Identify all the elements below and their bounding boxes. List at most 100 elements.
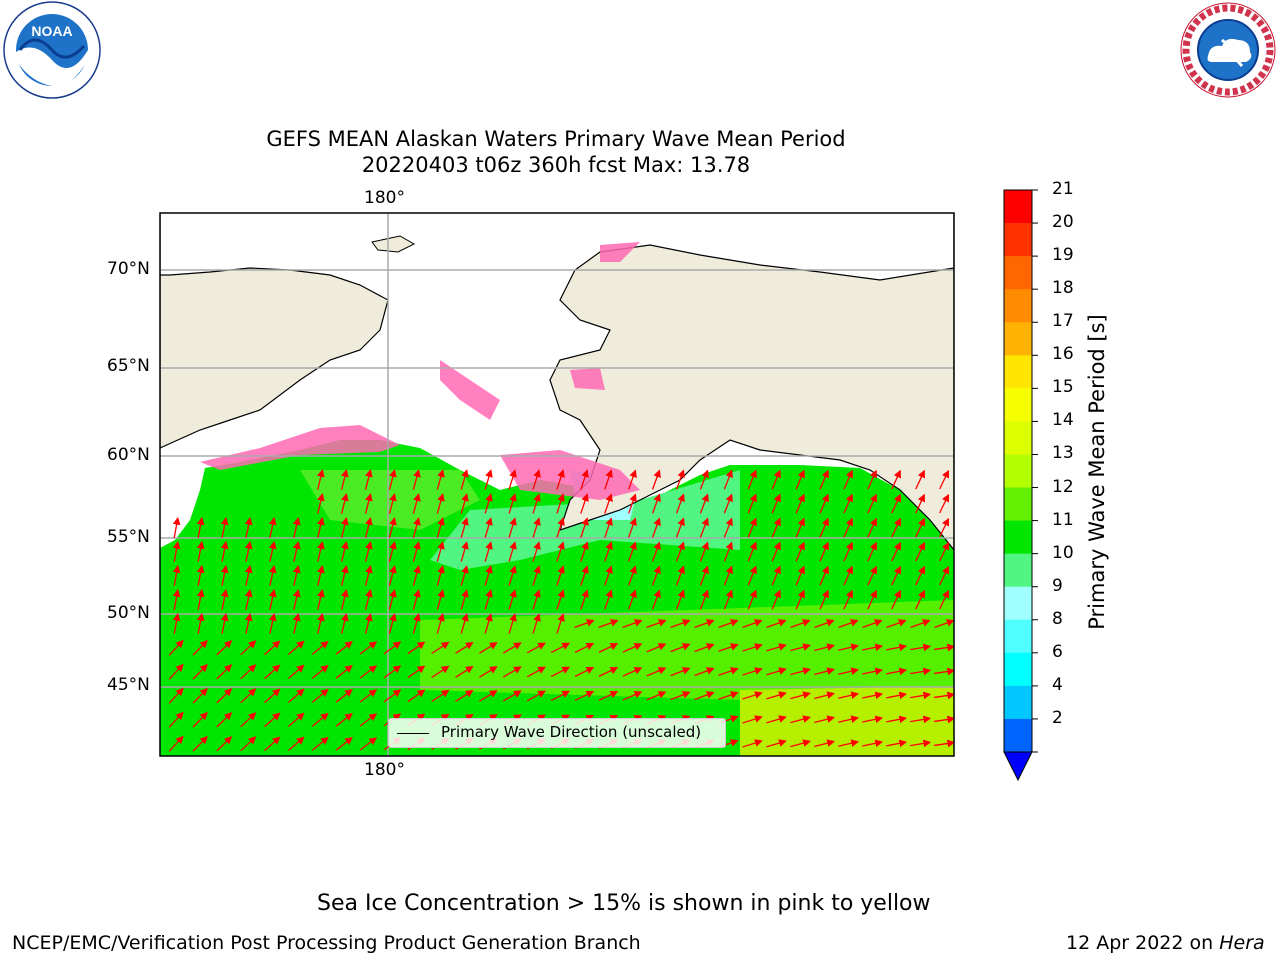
wave-direction-arrow (412, 517, 421, 538)
wave-direction-arrow (264, 664, 281, 680)
wave-direction-arrow (867, 589, 877, 610)
wave-direction-arrow (240, 664, 257, 680)
wave-direction-arrow (460, 469, 469, 490)
wave-direction-arrow (287, 640, 305, 656)
wave-direction-arrow (317, 468, 325, 490)
lat-label: 70°N (107, 259, 150, 279)
wave-direction-arrow (532, 613, 541, 634)
wave-direction-arrow (747, 469, 757, 490)
legend-line-swatch (397, 733, 429, 734)
wave-direction-arrow (436, 517, 445, 538)
wave-direction-arrow (317, 564, 325, 586)
wave-direction-arrow (484, 541, 493, 562)
wave-direction-arrow (843, 517, 853, 538)
wave-direction-arrow (790, 667, 811, 676)
wave-direction-arrow (532, 589, 541, 610)
wave-direction-arrow (311, 712, 329, 727)
wave-direction-arrow (843, 493, 853, 514)
wave-direction-arrow (556, 541, 565, 562)
wave-direction-arrow (939, 493, 950, 514)
wave-direction-arrow (287, 664, 305, 680)
wave-direction-arrow (335, 641, 353, 655)
wave-direction-arrow (264, 640, 281, 656)
wave-direction-arrow (292, 612, 301, 634)
lat-label: 65°N (107, 356, 150, 376)
colorbar-tick-label: 10 (1052, 542, 1074, 563)
wave-direction-arrow (867, 517, 877, 538)
lon-label-bottom: 180° (364, 760, 405, 780)
wave-direction-arrow (886, 643, 908, 652)
wave-direction-arrow (484, 493, 493, 514)
wave-direction-arrow (939, 541, 950, 562)
wave-direction-arrow (335, 737, 353, 751)
wave-direction-arrow (216, 736, 233, 752)
wave-direction-arrow (264, 736, 281, 752)
wave-direction-arrow (412, 613, 421, 634)
lat-label: 55°N (107, 527, 150, 547)
colorbar-tick-label: 4 (1052, 674, 1063, 695)
wave-direction-arrow (886, 691, 908, 700)
wave-direction-arrow (264, 712, 281, 728)
wave-direction-arrow (460, 589, 469, 610)
colorbar-segment (1004, 652, 1032, 687)
wave-direction-arrow (604, 541, 613, 562)
wave-direction-arrow (502, 690, 522, 702)
wave-direction-arrow (838, 739, 860, 748)
wave-direction-arrow (814, 739, 835, 748)
wave-direction-arrow (867, 469, 877, 490)
noaa-logo: NOAA (3, 1, 101, 99)
wave-direction-arrow (484, 613, 493, 634)
colorbar-segment (1004, 256, 1032, 290)
wave-direction-arrow (651, 493, 661, 514)
wave-direction-arrow (819, 589, 829, 610)
wave-direction-arrow (604, 469, 613, 490)
wave-direction-arrow (814, 667, 835, 676)
wave-direction-arrow (675, 493, 685, 514)
wave-direction-arrow (436, 541, 445, 562)
colorbar-tick-label: 19 (1052, 245, 1074, 266)
wave-direction-arrow (838, 715, 860, 724)
wave-direction-arrow (628, 541, 637, 562)
wave-direction-arrow (628, 565, 637, 586)
wave-direction-arrow (484, 517, 493, 538)
wave-direction-arrow (766, 739, 787, 748)
wave-direction-arrow (675, 589, 685, 610)
wave-direction-arrow (532, 565, 541, 586)
wave-direction-arrow (508, 589, 517, 610)
lat-label: 60°N (107, 445, 150, 465)
wave-direction-arrow (508, 469, 517, 490)
wave-direction-arrow (718, 691, 739, 700)
wave-direction-arrow (168, 639, 184, 656)
colorbar-segment (1004, 355, 1032, 389)
wave-direction-arrow (604, 517, 613, 538)
wave-direction-arrow (508, 493, 517, 514)
wave-direction-arrow (168, 711, 184, 728)
wave-direction-arrow (412, 589, 421, 610)
wave-direction-arrow (502, 642, 522, 654)
lat-label: 45°N (107, 675, 150, 695)
wave-direction-arrow (436, 589, 445, 610)
wave-direction-arrow (622, 691, 643, 701)
wave-direction-arrow (196, 516, 205, 538)
wave-direction-arrow (862, 739, 884, 748)
wave-direction-arrow (604, 493, 613, 514)
wave-direction-arrow (359, 737, 378, 751)
wave-direction-arrow (460, 541, 469, 562)
wave-direction-arrow (622, 643, 643, 653)
wave-direction-arrow (556, 613, 565, 634)
wave-direction-arrow (886, 715, 908, 724)
wave-direction-arrow (771, 469, 781, 490)
wave-direction-arrow (819, 493, 829, 514)
wave-direction-arrow (407, 641, 426, 655)
wave-direction-arrow (742, 691, 763, 700)
wave-direction-arrow (341, 469, 349, 490)
sea-ice-note: Sea Ice Concentration > 15% is shown in … (317, 891, 931, 916)
wave-direction-arrow (867, 565, 877, 586)
wave-direction-arrow (526, 690, 546, 702)
wave-direction-arrow (934, 691, 954, 700)
wave-direction-arrow (244, 612, 253, 634)
wave-direction-arrow (915, 493, 926, 514)
colorbar-tick-label: 20 (1052, 212, 1074, 233)
wave-direction-arrow (388, 469, 397, 490)
